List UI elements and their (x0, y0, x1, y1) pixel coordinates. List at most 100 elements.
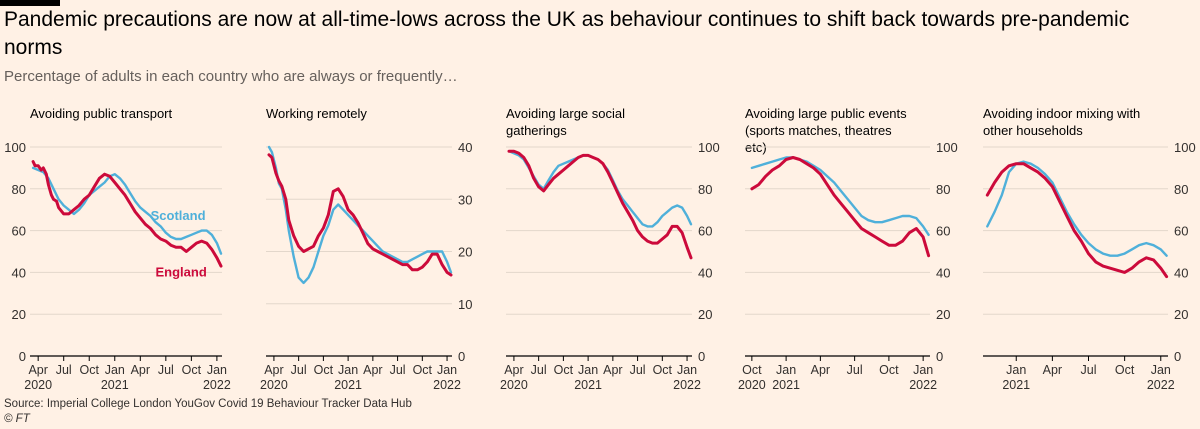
y-tick-label: 40 (12, 265, 26, 280)
x-tick-label: Jan (677, 363, 697, 377)
x-year-label: 2021 (101, 378, 129, 392)
y-tick-label: 80 (936, 182, 950, 197)
x-tick-label: Apr (504, 363, 523, 377)
x-tick-label: Jan (338, 363, 358, 377)
y-tick-label: 0 (936, 349, 943, 364)
y-tick-label: 10 (458, 297, 472, 312)
x-tick-label: Apr (28, 363, 47, 377)
x-tick-label: Jul (531, 363, 547, 377)
y-tick-label: 0 (458, 349, 465, 364)
chart-subtitle: Percentage of adults in each country who… (4, 68, 458, 85)
y-tick-label: 100 (4, 140, 26, 155)
x-tick-label: Jul (847, 363, 863, 377)
x-year-label: 2021 (772, 378, 800, 392)
x-tick-label: Oct (80, 363, 100, 377)
x-tick-label: Apr (363, 363, 382, 377)
y-tick-label: 40 (1174, 265, 1188, 280)
x-tick-label: Oct (653, 363, 673, 377)
series-line-england (985, 162, 1169, 279)
x-tick-label: Jan (437, 363, 457, 377)
panel-title-line: Avoiding large social (506, 106, 625, 121)
x-tick-label: Jan (207, 363, 227, 377)
series-line-england (267, 153, 453, 277)
y-tick-label: 40 (698, 265, 712, 280)
y-tick-label: 0 (1174, 349, 1181, 364)
small-multiples-charts: Avoiding public transport020406080100Apr… (4, 106, 1196, 392)
x-tick-label: Apr (811, 363, 830, 377)
x-tick-label: Oct (314, 363, 334, 377)
x-tick-label: Jan (1006, 363, 1026, 377)
x-year-label: 2021 (1002, 378, 1030, 392)
y-tick-label: 0 (698, 349, 705, 364)
y-tick-label: 80 (1174, 182, 1188, 197)
x-tick-label: Oct (554, 363, 574, 377)
chart-panel-4: Avoiding large public events (sports matc… (738, 106, 958, 392)
x-year-label: 2022 (909, 378, 937, 392)
x-year-label: 2021 (574, 378, 602, 392)
y-tick-label: 30 (458, 192, 472, 207)
x-tick-label: Jan (578, 363, 598, 377)
panel-title-line: (sports matches, theatres (745, 123, 892, 138)
x-tick-label: Apr (131, 363, 150, 377)
y-tick-label: 60 (698, 224, 712, 239)
x-tick-label: Jul (158, 363, 174, 377)
source-note: Source: Imperial College London YouGov C… (4, 398, 412, 410)
y-tick-label: 100 (698, 140, 720, 155)
y-tick-label: 40 (458, 140, 472, 155)
x-year-label: 2020 (260, 378, 288, 392)
ft-brand-bar (0, 0, 60, 6)
panel-title-line: Avoiding indoor mixing with (983, 106, 1140, 121)
chart-panel-3: Avoiding large social gatherings 0 20 40 60 80… (500, 106, 720, 392)
x-tick-label: Apr (1043, 363, 1062, 377)
y-tick-label: 20 (698, 307, 712, 322)
x-year-label: 2022 (1147, 378, 1175, 392)
x-tick-label: Oct (742, 363, 762, 377)
y-tick-label: 60 (936, 224, 950, 239)
x-tick-label: Oct (879, 363, 899, 377)
x-tick-label: Jul (390, 363, 406, 377)
series-line-scotland (750, 156, 930, 236)
x-tick-label: Oct (182, 363, 202, 377)
x-tick-label: Jan (1151, 363, 1171, 377)
y-tick-label: 0 (19, 349, 26, 364)
x-tick-label: Apr (603, 363, 622, 377)
y-tick-label: 20 (458, 245, 472, 260)
series-line-england (750, 156, 931, 258)
panel-title-line: Avoiding large public events (745, 106, 907, 121)
x-year-label: 2022 (673, 378, 701, 392)
x-tick-label: Jul (291, 363, 307, 377)
x-year-label: 2022 (433, 378, 461, 392)
y-tick-label: 60 (1174, 224, 1188, 239)
x-tick-label: Jan (776, 363, 796, 377)
series-line-england (31, 160, 223, 268)
panel-title-line: other households (983, 123, 1083, 138)
chart-panel-1: Avoiding public transport 0 20 40 60 80 100 Apr… (4, 106, 231, 392)
x-year-label: 2020 (24, 378, 52, 392)
y-tick-label: 80 (698, 182, 712, 197)
chart-panel-5: Avoiding indoor mixing with other househo… (983, 106, 1196, 392)
y-tick-label: 80 (12, 182, 26, 197)
series-line-scotland (267, 145, 453, 285)
y-tick-label: 40 (936, 265, 950, 280)
series-line-scotland (31, 166, 223, 255)
y-tick-label: 20 (12, 307, 26, 322)
y-tick-label: 100 (936, 140, 958, 155)
y-tick-label: 100 (1174, 140, 1196, 155)
panel-title-line: Avoiding public transport (30, 106, 173, 121)
chart-title: Pandemic precautions are now at all-time… (4, 8, 1130, 59)
series-label-scotland: Scotland (151, 208, 206, 223)
x-tick-label: Oct (413, 363, 433, 377)
series-line-scotland (986, 160, 1168, 257)
series-label-england: England (156, 265, 207, 280)
x-year-label: 2021 (334, 378, 362, 392)
chart-panel-2: Working remotely 0 10 20 30 40 Apr Jul Oct Jan Apr… (260, 106, 472, 392)
x-tick-label: Apr (264, 363, 283, 377)
x-tick-label: Jul (630, 363, 646, 377)
series-line-england (507, 149, 693, 260)
x-tick-label: Jan (913, 363, 933, 377)
x-tick-label: Oct (1115, 363, 1135, 377)
y-tick-label: 60 (12, 224, 26, 239)
x-tick-label: Jul (1081, 363, 1097, 377)
panel-title-line: Working remotely (266, 106, 367, 121)
x-tick-label: Jul (56, 363, 72, 377)
